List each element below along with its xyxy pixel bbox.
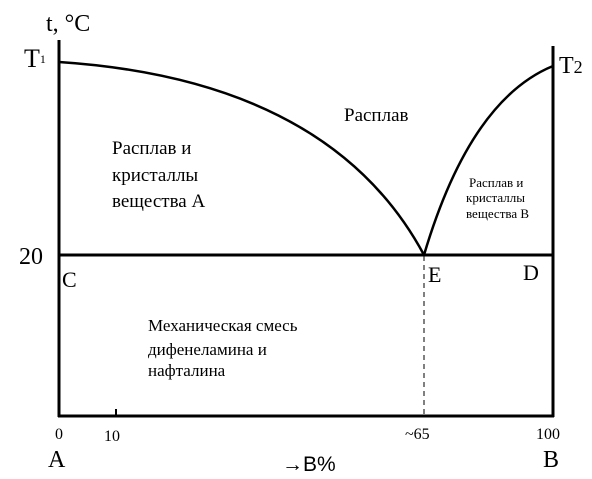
t2-label: T2 [559, 53, 583, 79]
t2-main: T [559, 53, 574, 79]
region-mixture-line-1: Механическая смесь [148, 316, 298, 335]
liquidus-curve-b [422, 64, 554, 256]
t1-main: T [24, 44, 40, 73]
tick-label-100: 100 [536, 426, 560, 443]
region-mixture-label: Механическая смесь дифенеламина и нафтал… [148, 316, 302, 380]
liquidus-curve-a [58, 60, 426, 256]
region-melt-b-label: Расплав и кристаллы вещества В [466, 175, 529, 221]
region-melt-a-label: Расплав и кристаллы вещества А [112, 138, 205, 212]
tick-label-10: 10 [104, 428, 120, 445]
region-melt-b-line-3: вещества В [466, 206, 529, 221]
tick-label-0: 0 [55, 426, 63, 443]
region-mixture-line-2: дифенеламина и [148, 340, 267, 359]
component-a-label: A [48, 447, 66, 473]
t2-sub: 2 [574, 57, 583, 77]
region-melt-label: Расплав [344, 105, 409, 126]
point-e-label: E [428, 262, 441, 287]
region-mixture-line-3: нафталина [148, 361, 226, 380]
point-d-label: D [523, 260, 539, 285]
x-axis-label: →B% [282, 453, 336, 476]
region-melt-a-line-1: Расплав и [112, 138, 191, 159]
region-melt-b-line-1: Расплав и [469, 175, 523, 190]
t1-label: T1 [24, 44, 46, 73]
point-c-label: C [62, 267, 77, 292]
region-melt-b-line-2: кристаллы [466, 190, 525, 205]
region-melt-a-line-2: кристаллы [112, 165, 198, 186]
t1-sub: 1 [40, 52, 46, 66]
temp-20-label: 20 [19, 244, 43, 270]
component-b-label: B [543, 447, 559, 473]
region-melt-a-line-3: вещества А [112, 191, 205, 212]
y-axis-label: t, °C [46, 11, 90, 37]
tick-label-65: ~65 [405, 426, 430, 443]
